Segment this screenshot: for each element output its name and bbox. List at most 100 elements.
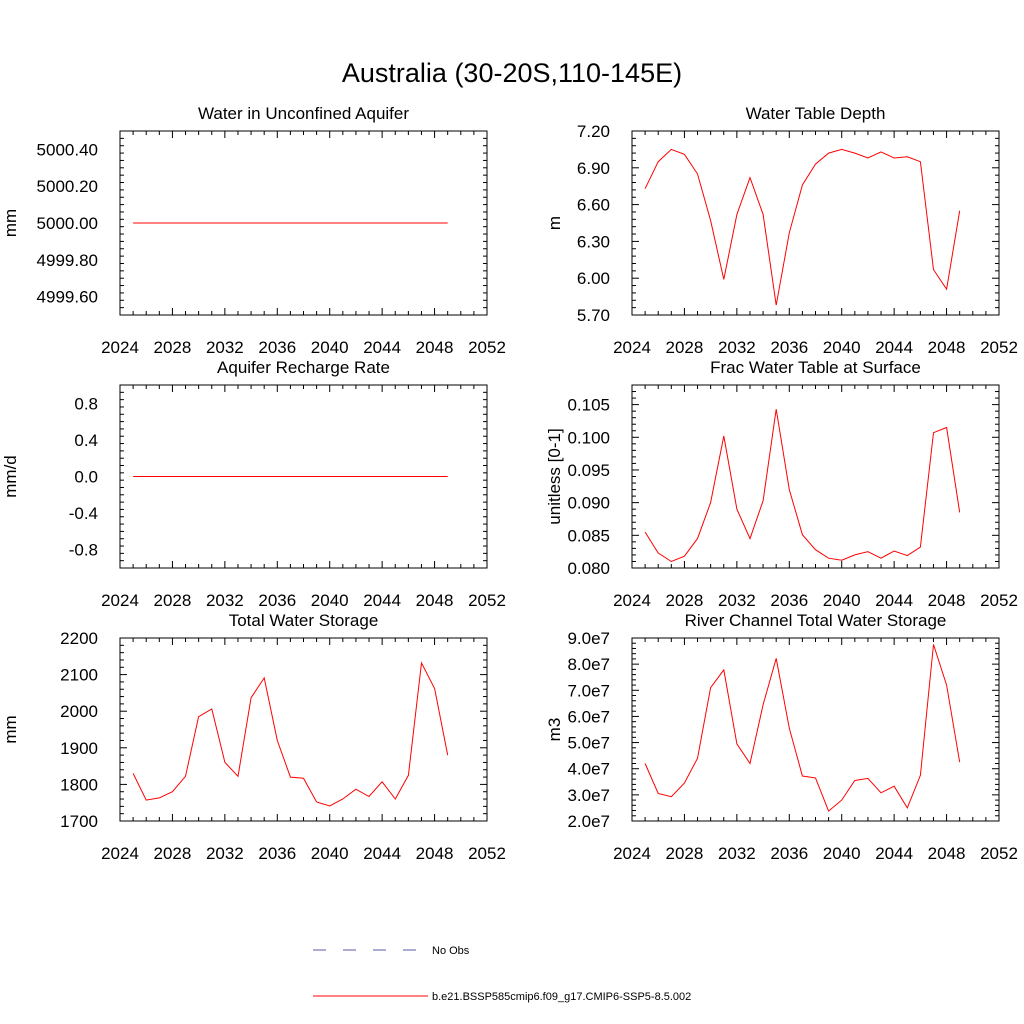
panel-water-table-depth-xtick-label: 2048 bbox=[928, 338, 966, 357]
panel-total-water-storage-xtick-label: 2032 bbox=[206, 844, 244, 863]
panel-aquifer-recharge-ytick-label: -0.4 bbox=[69, 504, 98, 523]
panel-water-table-depth-xtick-label: 2036 bbox=[770, 338, 808, 357]
panel-frac-water-table-xtick-label: 2036 bbox=[770, 591, 808, 610]
panel-water-table-depth-xtick-label: 2024 bbox=[613, 338, 651, 357]
panel-water-table-depth: Water Table Depth m 2024 2028 2032 2036 2040 20… bbox=[545, 104, 1018, 357]
panel-river-channel-storage-ytick-label: 2.0e7 bbox=[567, 812, 610, 831]
panel-water-table-depth-ytick-label: 7.20 bbox=[577, 122, 610, 141]
panel-total-water-storage-ytick-label: 1900 bbox=[60, 739, 98, 758]
panel-aquifer-water-xtick-label: 2032 bbox=[206, 338, 244, 357]
panel-aquifer-recharge-title: Aquifer Recharge Rate bbox=[217, 358, 390, 377]
panel-frac-water-table-xtick-label: 2040 bbox=[823, 591, 861, 610]
panel-aquifer-recharge-xtick-label: 2044 bbox=[363, 591, 401, 610]
panel-total-water-storage-frame bbox=[119, 637, 488, 822]
panel-aquifer-recharge-ylabel: mm/d bbox=[1, 455, 20, 498]
legend: No Obs b.e21.BSSP585cmip6.f09_g17.CMIP6-… bbox=[313, 945, 691, 1003]
panel-aquifer-water: Water in Unconfined Aquifer mm 2024 2028 203… bbox=[1, 104, 506, 357]
panel-aquifer-recharge-ytick-label: 0.4 bbox=[74, 431, 98, 450]
panel-aquifer-water-ytick-label: 5000.40 bbox=[37, 140, 98, 159]
panel-frac-water-table-title: Frac Water Table at Surface bbox=[710, 358, 921, 377]
panel-frac-water-table-ytick-label: 0.105 bbox=[567, 396, 610, 415]
panel-water-table-depth-title: Water Table Depth bbox=[746, 104, 886, 123]
panel-river-channel-storage-ytick-label: 3.0e7 bbox=[567, 786, 610, 805]
panel-aquifer-water-xtick-label: 2052 bbox=[468, 338, 506, 357]
panel-river-channel-storage-ytick-label: 5.0e7 bbox=[567, 734, 610, 753]
panel-aquifer-water-xtick-label: 2040 bbox=[311, 338, 349, 357]
panel-total-water-storage-xtick-label: 2028 bbox=[154, 844, 192, 863]
panel-water-table-depth-xtick-label: 2040 bbox=[823, 338, 861, 357]
panel-water-table-depth-xtick-label: 2052 bbox=[980, 338, 1018, 357]
figure-title: Australia (30-20S,110-145E) bbox=[342, 58, 682, 88]
panel-water-table-depth-xtick-label: 2028 bbox=[666, 338, 704, 357]
panel-total-water-storage-xtick-label: 2048 bbox=[416, 844, 454, 863]
panel-frac-water-table-ytick-label: 0.100 bbox=[567, 428, 610, 447]
panel-aquifer-water-title: Water in Unconfined Aquifer bbox=[198, 104, 409, 123]
panel-frac-water-table-frame bbox=[631, 384, 1000, 569]
panel-frac-water-table-xtick-label: 2052 bbox=[980, 591, 1018, 610]
panel-aquifer-water-xtick-label: 2044 bbox=[363, 338, 401, 357]
panel-frac-water-table-ytick-label: 0.085 bbox=[567, 526, 610, 545]
panel-frac-water-table-xtick-label: 2044 bbox=[875, 591, 913, 610]
panel-aquifer-water-ytick-label: 5000.00 bbox=[37, 214, 98, 233]
panel-water-table-depth-ytick-label: 6.90 bbox=[577, 159, 610, 178]
panel-frac-water-table-ylabel: unitless [0-1] bbox=[545, 428, 564, 524]
panel-aquifer-water-xtick-label: 2048 bbox=[416, 338, 454, 357]
panel-river-channel-storage-ytick-label: 4.0e7 bbox=[567, 760, 610, 779]
panel-river-channel-storage-xtick-label: 2040 bbox=[823, 844, 861, 863]
panel-frac-water-table-series-line bbox=[644, 409, 961, 563]
panel-aquifer-recharge-ytick-label: 0.8 bbox=[74, 394, 98, 413]
panel-river-channel-storage-xtick-label: 2024 bbox=[613, 844, 651, 863]
panel-river-channel-storage-title: River Channel Total Water Storage bbox=[685, 611, 947, 630]
panel-water-table-depth-xtick-label: 2032 bbox=[718, 338, 756, 357]
panel-river-channel-storage-xtick-label: 2032 bbox=[718, 844, 756, 863]
panel-river-channel-storage-ytick-label: 8.0e7 bbox=[567, 655, 610, 674]
panel-river-channel-storage-xtick-label: 2048 bbox=[928, 844, 966, 863]
panel-total-water-storage-ylabel: mm bbox=[1, 715, 20, 743]
panel-river-channel-storage-xtick-label: 2044 bbox=[875, 844, 913, 863]
panel-frac-water-table-xtick-label: 2024 bbox=[613, 591, 651, 610]
panel-water-table-depth-ytick-label: 5.70 bbox=[577, 306, 610, 325]
panel-river-channel-storage-ytick-label: 7.0e7 bbox=[567, 681, 610, 700]
panel-water-table-depth-xtick-label: 2044 bbox=[875, 338, 913, 357]
panel-aquifer-recharge: Aquifer Recharge Rate mm/d 2024 2028 2032 203… bbox=[1, 358, 506, 610]
panel-frac-water-table-ytick-label: 0.090 bbox=[567, 494, 610, 513]
panel-aquifer-water-ytick-label: 4999.60 bbox=[37, 288, 98, 307]
panel-aquifer-recharge-xtick-label: 2048 bbox=[416, 591, 454, 610]
panel-total-water-storage-ytick-label: 2000 bbox=[60, 702, 98, 721]
legend-obs-label: No Obs bbox=[432, 945, 470, 957]
panel-total-water-storage-title: Total Water Storage bbox=[229, 611, 379, 630]
panel-total-water-storage-ytick-label: 2200 bbox=[60, 629, 98, 648]
panel-total-water-storage-xtick-label: 2044 bbox=[363, 844, 401, 863]
panel-water-table-depth-ytick-label: 6.60 bbox=[577, 196, 610, 215]
panel-aquifer-recharge-ytick-label: 0.0 bbox=[74, 468, 98, 487]
panel-river-channel-storage-series-line bbox=[644, 644, 961, 812]
panel-frac-water-table-xtick-label: 2032 bbox=[718, 591, 756, 610]
panel-water-table-depth-ytick-label: 6.30 bbox=[577, 232, 610, 251]
panel-river-channel-storage-ylabel: m3 bbox=[545, 718, 564, 742]
panel-total-water-storage-ytick-label: 2100 bbox=[60, 666, 98, 685]
panel-aquifer-water-ylabel: mm bbox=[1, 209, 20, 237]
panel-aquifer-recharge-ytick-label: -0.8 bbox=[69, 541, 98, 560]
panel-river-channel-storage-ytick-label: 9.0e7 bbox=[567, 629, 610, 648]
panel-aquifer-water-xtick-label: 2036 bbox=[258, 338, 296, 357]
panel-river-channel-storage-xtick-label: 2028 bbox=[666, 844, 704, 863]
panel-aquifer-recharge-xtick-label: 2032 bbox=[206, 591, 244, 610]
panel-frac-water-table-xtick-label: 2048 bbox=[928, 591, 966, 610]
panel-aquifer-recharge-xtick-label: 2052 bbox=[468, 591, 506, 610]
panel-frac-water-table: Frac Water Table at Surface unitless [0-1… bbox=[545, 358, 1018, 610]
panel-aquifer-water-xtick-label: 2024 bbox=[101, 338, 139, 357]
panel-frac-water-table-xtick-label: 2028 bbox=[666, 591, 704, 610]
panel-aquifer-water-xtick-label: 2028 bbox=[154, 338, 192, 357]
panel-total-water-storage: Total Water Storage mm 2024 2028 2032 2036 204… bbox=[1, 611, 506, 863]
panel-water-table-depth-ytick-label: 6.00 bbox=[577, 269, 610, 288]
panel-aquifer-recharge-xtick-label: 2040 bbox=[311, 591, 349, 610]
panel-total-water-storage-xtick-label: 2040 bbox=[311, 844, 349, 863]
panel-frac-water-table-ytick-label: 0.095 bbox=[567, 461, 610, 480]
panel-river-channel-storage-xtick-label: 2036 bbox=[770, 844, 808, 863]
panel-total-water-storage-xtick-label: 2052 bbox=[468, 844, 506, 863]
panel-aquifer-recharge-xtick-label: 2028 bbox=[154, 591, 192, 610]
panel-river-channel-storage-ytick-label: 6.0e7 bbox=[567, 707, 610, 726]
panel-water-table-depth-ylabel: m bbox=[545, 216, 564, 230]
